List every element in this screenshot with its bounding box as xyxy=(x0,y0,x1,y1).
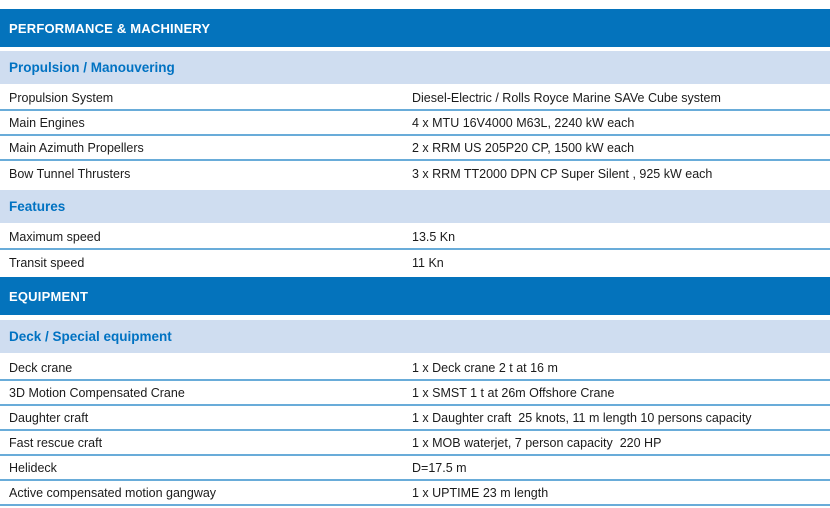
subsection-deck-equipment-label: Deck / Special equipment xyxy=(9,329,172,344)
spec-value: 1 x SMST 1 t at 26m Offshore Crane xyxy=(412,385,615,400)
spec-label: Bow Tunnel Thrusters xyxy=(9,166,131,181)
spec-value: 2 x RRM US 205P20 CP, 1500 kW each xyxy=(412,140,635,155)
spec-label: Fast rescue craft xyxy=(9,435,103,450)
spec-value: 1 x UPTIME 23 m length xyxy=(412,485,549,500)
spec-row-transit-speed: Transit speed 11 Kn xyxy=(0,250,830,275)
spec-label: Main Azimuth Propellers xyxy=(9,140,144,155)
spec-label: Transit speed xyxy=(9,255,85,270)
subsection-features: Features xyxy=(0,190,830,223)
spec-row-main-engines: Main Engines 4 x MTU 16V4000 M63L, 2240 … xyxy=(0,111,830,136)
spec-row-propulsion-system: Propulsion System Diesel-Electric / Roll… xyxy=(0,86,830,111)
section-header-performance-label: PERFORMANCE & MACHINERY xyxy=(9,20,211,36)
spec-label: 3D Motion Compensated Crane xyxy=(9,385,185,400)
spec-row-3d-crane: 3D Motion Compensated Crane 1 x SMST 1 t… xyxy=(0,381,830,406)
spec-label: Deck crane xyxy=(9,360,73,375)
spec-label: Daughter craft xyxy=(9,410,89,425)
spec-row-helideck: Helideck D=17.5 m xyxy=(0,456,830,481)
section-header-performance: PERFORMANCE & MACHINERY xyxy=(0,9,830,47)
spec-value: 4 x MTU 16V4000 M63L, 2240 kW each xyxy=(412,115,635,130)
spec-label: Main Engines xyxy=(9,115,85,130)
spec-label: Helideck xyxy=(9,460,57,475)
top-margin xyxy=(0,0,830,9)
subsection-propulsion-label: Propulsion / Manouvering xyxy=(9,60,175,75)
spec-label: Maximum speed xyxy=(9,229,101,244)
spec-row-azimuth-propellers: Main Azimuth Propellers 2 x RRM US 205P2… xyxy=(0,136,830,161)
subsection-deck-equipment: Deck / Special equipment xyxy=(0,320,830,353)
spec-label: Propulsion System xyxy=(9,90,114,105)
subsection-propulsion: Propulsion / Manouvering xyxy=(0,51,830,84)
spec-value: 1 x Deck crane 2 t at 16 m xyxy=(412,360,558,375)
spec-value: 1 x MOB waterjet, 7 person capacity 220 … xyxy=(412,435,662,450)
spec-value: Diesel-Electric / Rolls Royce Marine SAV… xyxy=(412,90,721,105)
subsection-features-label: Features xyxy=(9,199,66,214)
spec-value: 11 Kn xyxy=(412,255,444,270)
spec-value: 3 x RRM TT2000 DPN CP Super Silent , 925… xyxy=(412,166,713,181)
spec-value: 13.5 Kn xyxy=(412,229,456,244)
spec-row-fast-rescue-craft: Fast rescue craft 1 x MOB waterjet, 7 pe… xyxy=(0,431,830,456)
section-header-equipment: EQUIPMENT xyxy=(0,277,830,315)
spec-row-deck-crane: Deck crane 1 x Deck crane 2 t at 16 m xyxy=(0,356,830,381)
spec-row-bow-thrusters: Bow Tunnel Thrusters 3 x RRM TT2000 DPN … xyxy=(0,161,830,186)
spec-row-daughter-craft: Daughter craft 1 x Daughter craft 25 kno… xyxy=(0,406,830,431)
section-header-equipment-label: EQUIPMENT xyxy=(9,288,89,304)
spec-row-maximum-speed: Maximum speed 13.5 Kn xyxy=(0,225,830,250)
spec-row-motion-gangway: Active compensated motion gangway 1 x UP… xyxy=(0,481,830,506)
spec-value: 1 x Daughter craft 25 knots, 11 m length… xyxy=(412,410,752,425)
spec-value: D=17.5 m xyxy=(412,460,467,475)
spec-label: Active compensated motion gangway xyxy=(9,485,217,500)
